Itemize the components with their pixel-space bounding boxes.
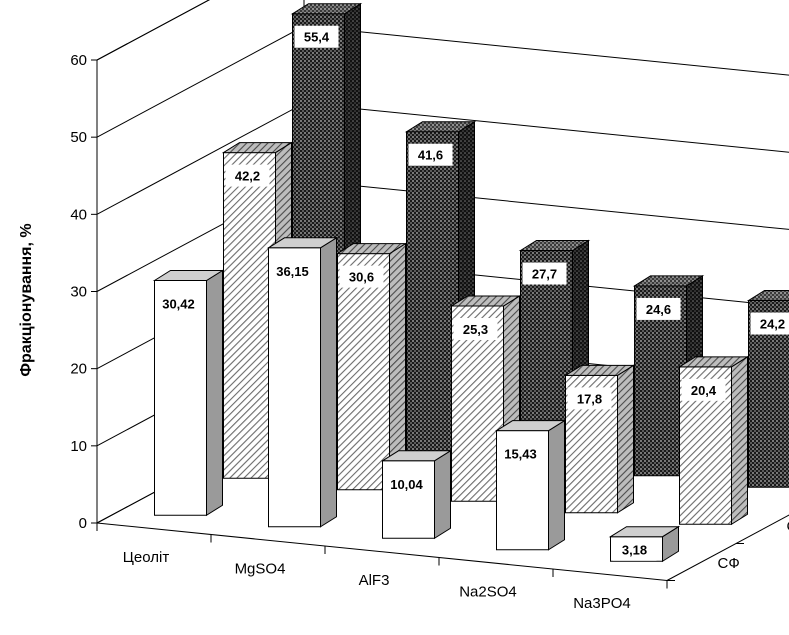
- data-label: 30,42: [162, 297, 195, 312]
- data-label: 3,18: [622, 543, 647, 558]
- category-labels: Цеоліт MgSO4 AlF3 Na2SO4 Na3PO4: [123, 549, 631, 612]
- bar-front: [382, 460, 435, 539]
- bar-front: [337, 253, 390, 491]
- bar: 15,43: [494, 419, 567, 551]
- data-label-bg: [636, 297, 681, 320]
- data-label: 24,6: [646, 302, 671, 317]
- data-label-bg: [294, 25, 339, 48]
- data-label-bg: [522, 262, 567, 285]
- data-label: 36,15: [276, 264, 309, 279]
- series-depth-labels: СФССНС: [718, 518, 789, 572]
- data-label-bg: [384, 472, 429, 495]
- data-label: 24,2: [760, 317, 785, 332]
- data-label-bg: [339, 265, 384, 288]
- bar-front: [223, 152, 276, 479]
- bar: 10,04: [380, 449, 453, 540]
- bar-top: [449, 295, 522, 307]
- y-tick-label: 40: [70, 206, 87, 223]
- bar-side: [320, 236, 337, 528]
- category-label: MgSO4: [235, 560, 286, 577]
- data-label-bg: [750, 312, 789, 335]
- bar-front: [268, 247, 321, 528]
- bar-top: [632, 275, 705, 287]
- bar-front: [406, 131, 459, 454]
- data-label: 17,8: [577, 391, 602, 406]
- data-label-bg: [225, 164, 270, 187]
- y-tick-label: 30: [70, 284, 87, 301]
- category-label: AlF3: [359, 572, 390, 589]
- data-label-bg: [567, 387, 612, 410]
- data-label-bg: [156, 292, 201, 315]
- series-label: СФ: [718, 555, 740, 572]
- category-label: Na3PO4: [573, 595, 631, 612]
- data-label-bg: [408, 143, 453, 166]
- bar-front: [154, 280, 207, 516]
- data-label: 20,4: [691, 383, 717, 398]
- data-label-bg: [681, 378, 726, 401]
- bar-top: [494, 420, 567, 432]
- bar-side: [731, 355, 748, 526]
- bar-top: [518, 239, 591, 251]
- bar-top: [404, 121, 477, 133]
- bar-side: [548, 419, 565, 551]
- bars: 55,4 41,6 27,7 24,6 24,2 42,2 30,6 25,3 17,8 20,4…: [152, 2, 789, 563]
- y-tick-labels: 0 10 20 30 40 50 60: [70, 52, 87, 532]
- bar-top: [608, 526, 681, 538]
- bar-top: [335, 243, 408, 255]
- data-label-bg: [498, 442, 543, 465]
- bar: 17,8: [563, 364, 636, 514]
- bar-front: [748, 300, 789, 488]
- y-tick-label: 0: [79, 515, 87, 532]
- bar-side: [206, 269, 223, 517]
- gridline: [96, 0, 210, 61]
- bar: 30,6: [335, 242, 408, 491]
- data-label: 41,6: [418, 148, 443, 163]
- series-label: СС: [787, 518, 789, 535]
- data-label: 55,4: [304, 30, 330, 45]
- data-label: 42,2: [235, 169, 260, 184]
- y-tick-label: 10: [70, 438, 87, 455]
- y-tick-label: 20: [70, 361, 87, 378]
- y-axis-title: Фракціонування, %: [18, 223, 35, 376]
- data-label-bg: [453, 318, 498, 341]
- bar-side: [617, 364, 634, 514]
- data-label: 10,04: [390, 477, 423, 492]
- bar-top: [266, 237, 339, 249]
- x-axis-line: [96, 522, 668, 581]
- category-label: Na2SO4: [459, 583, 517, 600]
- axes: [91, 59, 789, 589]
- data-label-bg: [270, 259, 315, 282]
- bar: 20,4: [677, 355, 750, 526]
- bar-top: [152, 270, 225, 282]
- bar-top: [563, 364, 636, 376]
- category-label: Цеоліт: [123, 549, 170, 566]
- bar: 3,18: [608, 525, 681, 563]
- bar: 24,2: [746, 290, 789, 488]
- data-label-bg: [612, 538, 657, 561]
- bar-top: [221, 142, 294, 154]
- bar-top: [380, 450, 453, 462]
- data-label: 25,3: [463, 322, 488, 337]
- bar-top: [290, 3, 363, 15]
- data-label: 27,7: [532, 266, 557, 281]
- depth-axis-line: [666, 514, 789, 581]
- y-tick-label: 60: [70, 52, 87, 69]
- bar-top: [677, 356, 750, 368]
- bar-side: [434, 449, 451, 540]
- bar: 30,42: [152, 269, 225, 517]
- data-label: 30,6: [349, 270, 374, 285]
- bar-top: [746, 290, 789, 302]
- y-tick-label: 50: [70, 129, 87, 146]
- bar: 36,15: [266, 236, 339, 528]
- data-label: 15,43: [504, 447, 537, 462]
